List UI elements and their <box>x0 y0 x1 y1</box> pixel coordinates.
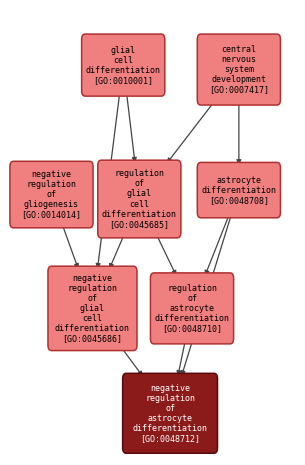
Text: negative
regulation
of
astrocyte
differentiation
[GO:0048712]: negative regulation of astrocyte differe… <box>133 384 208 443</box>
FancyBboxPatch shape <box>98 160 181 238</box>
Text: glial
cell
differentiation
[GO:0010001]: glial cell differentiation [GO:0010001] <box>86 46 161 85</box>
Text: astrocyte
differentiation
[GO:0048708]: astrocyte differentiation [GO:0048708] <box>201 176 276 205</box>
FancyBboxPatch shape <box>123 373 217 453</box>
Text: regulation
of
glial
cell
differentiation
[GO:0045685]: regulation of glial cell differentiation… <box>102 169 177 229</box>
FancyBboxPatch shape <box>197 34 281 105</box>
FancyBboxPatch shape <box>48 266 137 351</box>
Text: negative
regulation
of
gliogenesis
[GO:0014014]: negative regulation of gliogenesis [GO:0… <box>21 170 81 219</box>
Text: negative
regulation
of
glial
cell
differentiation
[GO:0045686]: negative regulation of glial cell differ… <box>55 274 130 343</box>
FancyBboxPatch shape <box>10 161 93 228</box>
Text: central
nervous
system
development
[GO:0007417]: central nervous system development [GO:0… <box>209 45 269 94</box>
Text: regulation
of
astrocyte
differentiation
[GO:0048710]: regulation of astrocyte differentiation … <box>155 284 230 333</box>
FancyBboxPatch shape <box>150 273 234 344</box>
FancyBboxPatch shape <box>197 162 281 218</box>
FancyBboxPatch shape <box>82 34 165 96</box>
